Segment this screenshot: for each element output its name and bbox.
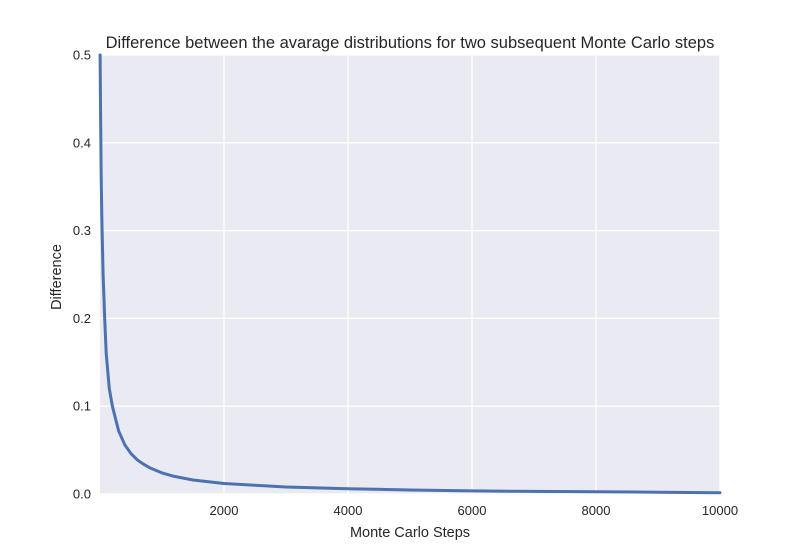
x-tick-label: 6000 [458,503,487,518]
y-tick-label: 0.0 [73,487,91,502]
data-point [104,352,108,355]
data-point [222,482,226,485]
x-tick-label: 2000 [210,503,239,518]
y-tick-label: 0.2 [73,311,91,326]
data-point [718,491,722,494]
data-point [346,487,350,491]
y-tick-label: 0.4 [73,135,91,150]
data-point [100,220,104,224]
y-tick-label: 0.5 [73,48,91,63]
data-point [129,452,133,455]
y-tick-label: 0.3 [73,223,91,238]
data-point [253,483,257,487]
data-point [148,466,151,469]
x-tick-label: 8000 [582,503,611,518]
data-point [99,115,102,118]
data-point [284,485,288,489]
data-point [142,462,145,466]
x-tick-label: 4000 [334,503,363,518]
data-point [123,443,127,447]
data-point [160,471,164,475]
data-point [173,475,176,478]
y-tick-labels: 0.0 0.1 0.2 0.3 0.4 0.5 [73,48,91,502]
data-point [101,273,105,276]
x-tick-labels: 2000 4000 6000 8000 10000 [210,503,739,518]
y-axis-title: Difference [49,244,65,310]
data-point [117,429,120,433]
data-point [108,387,111,390]
plot-background [100,55,720,494]
data-point [470,489,474,493]
data-point [656,490,660,494]
horizontal-gridlines [100,54,720,495]
data-point [532,490,536,493]
data-point [103,317,106,320]
data-point [594,490,598,494]
x-tick-label: 10000 [702,503,738,518]
chart-title: Difference between the avarage distribut… [106,34,715,52]
series-line [98,53,722,495]
data-point [99,176,103,180]
data-point [408,488,412,492]
data-point [191,478,195,482]
y-tick-label: 0.1 [73,399,91,414]
x-axis-title: Monte Carlo Steps [350,525,470,541]
data-point [98,53,102,57]
data-point [135,458,139,462]
vertical-gridlines [223,55,721,494]
data-point [111,404,114,408]
series-layer [98,53,722,495]
